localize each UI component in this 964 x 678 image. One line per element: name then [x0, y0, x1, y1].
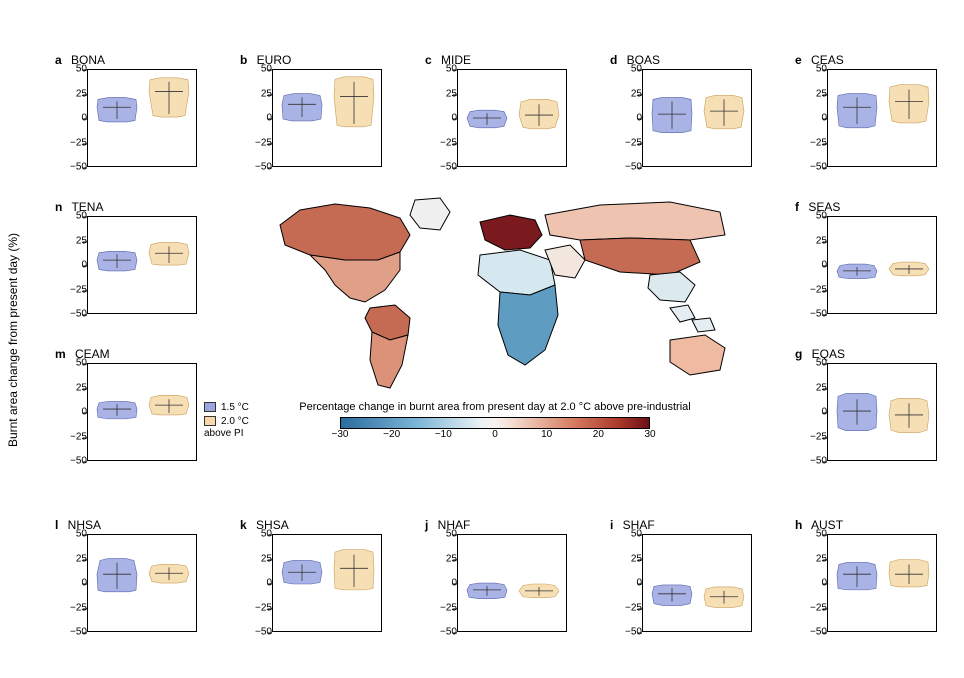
- violin-svg: [87, 364, 197, 462]
- violin-orange: [149, 564, 189, 583]
- violin-orange: [149, 78, 189, 117]
- violin-blue: [97, 97, 137, 122]
- legend-swatch-blue: [204, 402, 216, 412]
- violin-svg: [642, 70, 752, 168]
- violin-orange: [889, 560, 929, 587]
- violin-orange: [889, 398, 929, 432]
- panel-tena: n TENA−50−2502550: [45, 202, 200, 327]
- violin-svg: [827, 364, 937, 462]
- panel-euro: b EURO−50−2502550: [230, 55, 385, 180]
- violin-svg: [87, 217, 197, 315]
- violin-svg: [642, 535, 752, 633]
- panel-ceam: m CEAM−50−2502550: [45, 349, 200, 474]
- plot-area: [827, 534, 937, 632]
- violin-blue: [467, 583, 507, 599]
- panel-aust: h AUST−50−2502550: [785, 520, 940, 645]
- violin-svg: [457, 535, 567, 633]
- colorbar-tick: 10: [541, 429, 552, 440]
- plot-area: [457, 534, 567, 632]
- plot-area: [272, 534, 382, 632]
- plot-area: [827, 69, 937, 167]
- violin-orange: [334, 550, 374, 590]
- plot-area: [827, 363, 937, 461]
- panel-ceas: e CEAS−50−2502550: [785, 55, 940, 180]
- colorbar: −30−20−100102030: [340, 417, 650, 447]
- plot-area: [87, 363, 197, 461]
- violin-svg: [87, 70, 197, 168]
- panel-shaf: i SHAF−50−2502550: [600, 520, 755, 645]
- colorbar-tick: −10: [435, 429, 452, 440]
- violin-blue: [282, 94, 322, 121]
- violin-svg: [87, 535, 197, 633]
- legend-label-blue: 1.5 °C: [221, 402, 249, 413]
- colorbar-ticks: −30−20−100102030: [340, 429, 650, 445]
- world-map: Percentage change in burnt area from pre…: [250, 190, 740, 455]
- violin-orange: [889, 262, 929, 276]
- violin-svg: [827, 535, 937, 633]
- violin-blue: [837, 94, 877, 128]
- y-axis-label: Burnt area change from present day (%): [6, 233, 20, 447]
- violin-blue: [837, 562, 877, 589]
- violin-svg: [272, 70, 382, 168]
- panel-mide: c MIDE−50−2502550: [415, 55, 570, 180]
- violin-svg: [272, 535, 382, 633]
- violin-blue: [837, 393, 877, 430]
- violin-svg: [457, 70, 567, 168]
- colorbar-tick: −20: [383, 429, 400, 440]
- panel-nhsa: l NHSA−50−2502550: [45, 520, 200, 645]
- violin-blue: [97, 559, 137, 592]
- figure-root: Burnt area change from present day (%) a…: [0, 0, 964, 678]
- violin-svg: [827, 70, 937, 168]
- violin-orange: [149, 242, 189, 265]
- colorbar-tick: −30: [332, 429, 349, 440]
- violin-orange: [889, 85, 929, 123]
- panel-seas: f SEAS−50−2502550: [785, 202, 940, 327]
- plot-area: [642, 69, 752, 167]
- colorbar-tick: 30: [644, 429, 655, 440]
- plot-area: [87, 69, 197, 167]
- map-caption: Percentage change in burnt area from pre…: [250, 401, 740, 413]
- world-map-svg: [250, 190, 740, 400]
- violin-orange: [704, 95, 744, 128]
- panel-shsa: k SHSA−50−2502550: [230, 520, 385, 645]
- violin-blue: [97, 401, 137, 419]
- violin-orange: [334, 77, 374, 127]
- panel-boas: d BOAS−50−2502550: [600, 55, 755, 180]
- plot-area: [827, 216, 937, 314]
- panel-eqas: g EQAS−50−2502550: [785, 349, 940, 474]
- violin-blue: [652, 585, 692, 606]
- legend: 1.5 °C 2.0 °C above PI: [204, 400, 249, 439]
- panel-bona: a BONA−50−2502550: [45, 55, 200, 180]
- violin-blue: [837, 264, 877, 279]
- violin-orange: [704, 587, 744, 608]
- legend-note: above PI: [204, 428, 249, 439]
- violin-orange: [149, 395, 189, 415]
- plot-area: [87, 216, 197, 314]
- colorbar-gradient: [340, 417, 650, 429]
- violin-orange: [519, 584, 559, 598]
- plot-area: [642, 534, 752, 632]
- plot-area: [457, 69, 567, 167]
- panel-nhaf: j NHAF−50−2502550: [415, 520, 570, 645]
- plot-area: [87, 534, 197, 632]
- violin-blue: [282, 560, 322, 584]
- violin-blue: [652, 97, 692, 132]
- legend-swatch-orange: [204, 416, 216, 426]
- violin-svg: [827, 217, 937, 315]
- colorbar-tick: 0: [492, 429, 498, 440]
- violin-blue: [97, 251, 137, 271]
- legend-label-orange: 2.0 °C: [221, 416, 249, 427]
- colorbar-tick: 20: [593, 429, 604, 440]
- plot-area: [272, 69, 382, 167]
- violin-orange: [519, 99, 559, 128]
- violin-blue: [467, 110, 507, 128]
